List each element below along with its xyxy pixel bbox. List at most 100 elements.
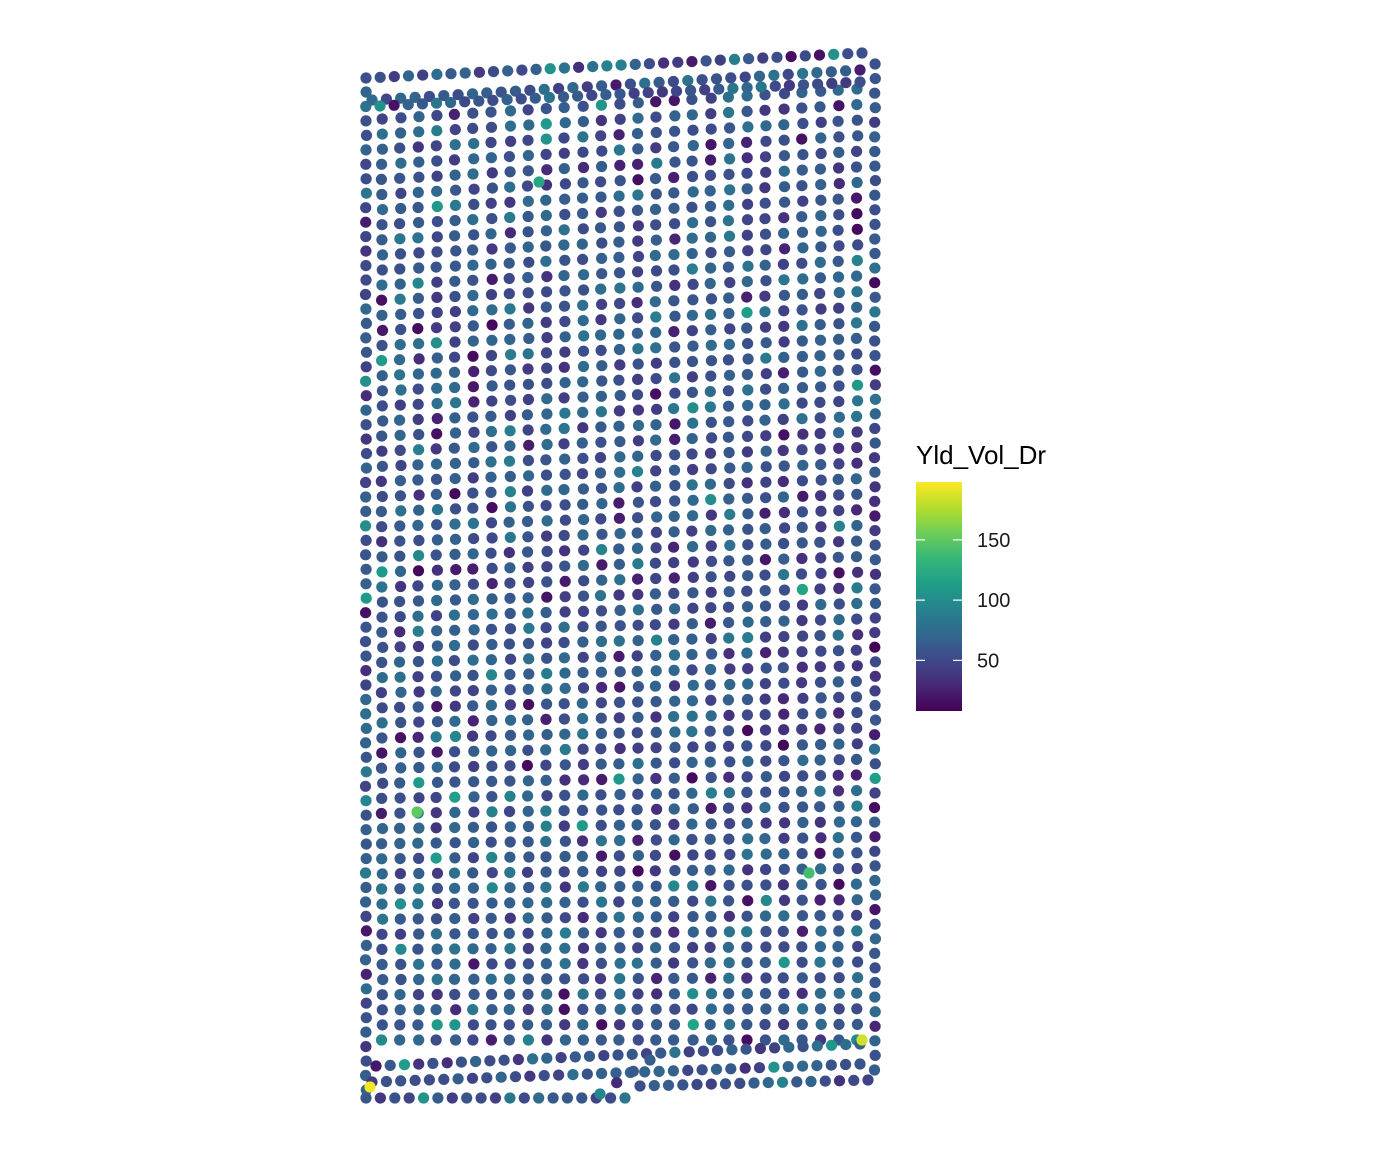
yield-point (360, 187, 372, 199)
yield-point (724, 756, 736, 768)
yield-point (796, 925, 809, 937)
yield-point (705, 1003, 718, 1015)
yield-point (394, 792, 406, 804)
yield-point (869, 714, 882, 726)
yield-point (668, 711, 680, 723)
yield-point (587, 61, 599, 73)
yield-point (540, 881, 552, 893)
yield-point (757, 52, 769, 64)
yield-point (704, 185, 716, 197)
yield-point (778, 88, 791, 100)
yield-point (448, 973, 461, 985)
yield-point (705, 216, 717, 228)
yield-point (468, 624, 480, 636)
yield-point (611, 1077, 623, 1089)
yield-point (869, 816, 881, 828)
yield-point (559, 545, 571, 557)
yield-point (722, 802, 735, 814)
yield-point (677, 1079, 689, 1091)
yield-point (595, 835, 608, 847)
yield-point (797, 708, 809, 720)
yield-point (854, 64, 866, 76)
yield-point (759, 507, 771, 519)
yield-point (486, 304, 498, 316)
yield-point (869, 874, 881, 887)
yield-point (851, 519, 863, 532)
yield-point (723, 910, 736, 922)
yield-point (650, 957, 662, 969)
yield-point (360, 621, 372, 633)
yield-point (851, 785, 863, 797)
yield-point (760, 461, 772, 473)
yield-point (650, 1034, 662, 1046)
yield-point (504, 470, 516, 483)
yield-point (686, 309, 699, 321)
yield-point (467, 107, 479, 119)
yield-point (862, 1074, 874, 1086)
yield-point (778, 600, 791, 612)
yield-point (741, 446, 754, 458)
yield-point (541, 988, 553, 1000)
yield-point (522, 317, 534, 329)
yield-point (376, 339, 388, 352)
yield-point (796, 537, 808, 549)
yield-point (869, 918, 881, 930)
yield-point (448, 108, 460, 120)
yield-point (394, 550, 406, 562)
yield-point (742, 554, 754, 566)
yield-point (576, 468, 589, 480)
yield-point (869, 685, 881, 697)
yield-point (778, 382, 790, 394)
yield-point (559, 606, 571, 618)
yield-point (632, 604, 645, 616)
yield-point (521, 409, 534, 421)
yield-point (723, 307, 735, 320)
yield-point (812, 78, 824, 90)
yield-point (759, 956, 771, 969)
yield-point (559, 315, 571, 328)
yield-point (851, 457, 863, 469)
yield-point (430, 97, 443, 109)
yield-point (467, 928, 479, 940)
yield-point (723, 771, 735, 783)
yield-point (468, 441, 480, 454)
yield-point (778, 677, 790, 689)
yield-point (759, 554, 772, 566)
yield-point (759, 197, 771, 209)
yield-point (485, 623, 498, 635)
yield-point (614, 436, 626, 448)
yield-point (649, 557, 662, 569)
yield-point (360, 679, 372, 691)
yield-point (669, 110, 681, 122)
yield-point (851, 987, 863, 999)
yield-point (540, 225, 553, 237)
yield-point (376, 430, 388, 442)
yield-point (649, 680, 662, 692)
yield-point (686, 818, 698, 830)
yield-point (576, 835, 589, 847)
yield-point (486, 638, 498, 651)
yield-point (650, 649, 662, 662)
yield-point (577, 682, 590, 694)
yield-point (759, 833, 771, 845)
yield-point (632, 711, 644, 724)
yield-point (485, 547, 497, 559)
yield-point (489, 1092, 502, 1104)
yield-point (540, 774, 552, 787)
yield-point (431, 170, 443, 182)
yield-point (869, 787, 881, 799)
yield-point (759, 290, 771, 302)
yield-point (376, 294, 388, 306)
yield-point (851, 894, 863, 906)
yield-point (430, 791, 442, 804)
yield-point (869, 306, 881, 318)
yield-point (596, 498, 608, 510)
yield-point (558, 529, 570, 542)
yield-point (448, 609, 460, 621)
yield-point (851, 597, 863, 610)
yield-point (394, 913, 406, 925)
yield-point (760, 368, 772, 380)
yield-point (686, 109, 698, 121)
yield-point (842, 48, 854, 60)
yield-point (705, 988, 718, 1000)
